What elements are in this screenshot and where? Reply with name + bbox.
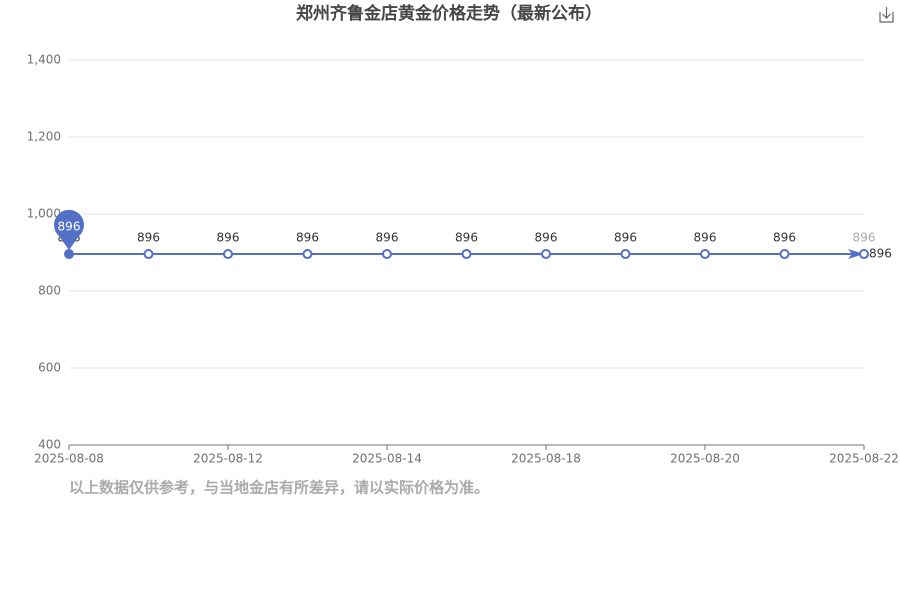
- y-tick-label: 1,000: [27, 207, 61, 221]
- point: [461, 249, 472, 260]
- data-label: 896: [137, 231, 160, 245]
- end-label: 896: [869, 247, 892, 261]
- x-tick-label: 2025-08-22: [829, 452, 899, 466]
- data-label: 896: [455, 231, 478, 245]
- data-label: 896: [773, 231, 796, 245]
- point: [64, 249, 74, 260]
- point: [302, 249, 313, 260]
- y-tick-label: 400: [38, 438, 61, 452]
- max-pin-label: 896: [58, 220, 81, 234]
- line-arrow: [848, 249, 864, 260]
- data-label: 896: [853, 231, 876, 245]
- point: [859, 249, 869, 260]
- point: [541, 249, 551, 260]
- data-label: 896: [535, 231, 558, 245]
- data-label: 896: [614, 231, 637, 245]
- point: [779, 249, 790, 260]
- y-tick-label: 800: [38, 284, 61, 298]
- y-tick-label: 1,400: [27, 53, 61, 67]
- point: [223, 249, 233, 260]
- max-pin: [54, 209, 84, 251]
- x-tick-label: 2025-08-12: [193, 452, 263, 466]
- data-label: 896: [217, 231, 240, 245]
- note: 以上数据仅供参考，与当地金店有所差异，请以实际价格为准。: [69, 479, 489, 497]
- point: [143, 249, 154, 260]
- data-label: 896: [694, 231, 717, 245]
- y-tick-label: 1,200: [27, 130, 61, 144]
- chart-title: 郑州齐鲁金店黄金价格走势（最新公布）: [296, 3, 602, 24]
- x-tick-label: 2025-08-14: [352, 452, 422, 466]
- x-tick-label: 2025-08-18: [511, 452, 581, 466]
- point: [382, 249, 392, 260]
- point: [700, 249, 710, 260]
- data-label: 896: [296, 231, 319, 245]
- y-tick-label: 600: [38, 361, 61, 375]
- data-label: 896: [376, 231, 399, 245]
- point: [620, 249, 631, 260]
- x-tick-label: 2025-08-08: [34, 452, 104, 466]
- download-icon[interactable]: [879, 7, 894, 23]
- x-tick-label: 2025-08-20: [670, 452, 740, 466]
